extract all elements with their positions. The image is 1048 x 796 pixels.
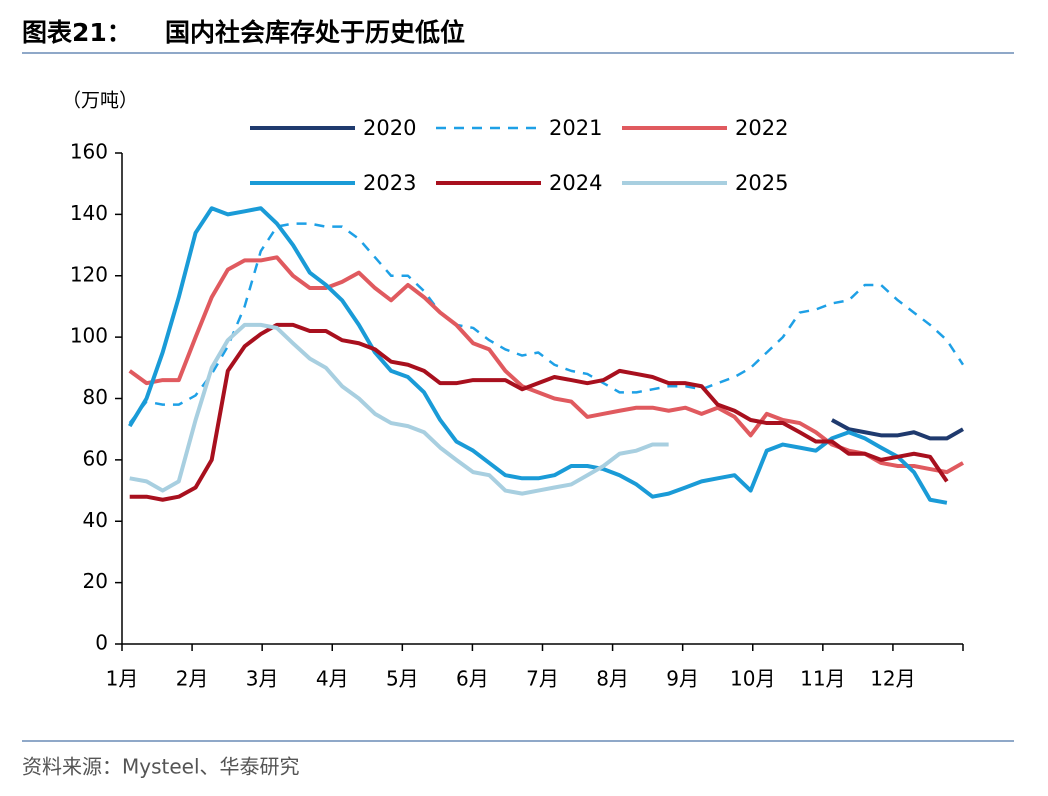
y-tick-label: 160 (70, 140, 108, 164)
x-tick-label: 4月 (316, 667, 349, 691)
x-tick-label: 3月 (246, 667, 279, 691)
legend-label: 2024 (549, 171, 602, 195)
y-tick-label: 140 (70, 201, 108, 225)
legend-label: 2022 (735, 116, 788, 140)
series-line (128, 255, 964, 475)
legend-label: 2025 (735, 171, 788, 195)
y-axis-label: （万吨） (62, 90, 138, 112)
y-tick-label: 120 (70, 262, 108, 286)
legend-label: 2020 (363, 116, 416, 140)
x-tick-label: 5月 (386, 667, 419, 691)
y-tick-label: 40 (83, 508, 108, 532)
x-tick-label: 8月 (596, 667, 629, 691)
y-tick-label: 20 (83, 569, 108, 593)
y-tick-label: 60 (83, 446, 108, 470)
chart-title: 国内社会库存处于历史低位 (165, 18, 465, 47)
y-tick-label: 100 (70, 324, 108, 348)
x-tick-label: 6月 (456, 667, 489, 691)
series-line (128, 206, 948, 505)
series-line (129, 322, 949, 502)
x-tick-label: 7月 (526, 667, 559, 691)
x-tick-label: 2月 (176, 667, 209, 691)
x-tick-label: 10月 (730, 667, 775, 691)
legend-label: 2021 (549, 116, 602, 140)
figure-label: 图表21： (22, 18, 132, 47)
series-line (830, 418, 964, 441)
legend-label: 2023 (363, 171, 416, 195)
x-tick-label: 9月 (666, 667, 699, 691)
y-tick-label: 0 (95, 631, 108, 655)
x-tick-label: 11月 (800, 667, 845, 691)
x-tick-label: 12月 (870, 667, 915, 691)
series-line (129, 322, 669, 496)
x-tick-label: 1月 (106, 667, 139, 691)
source-note: 资料来源：Mysteel、华泰研究 (22, 755, 300, 779)
y-tick-label: 80 (83, 385, 108, 409)
series-line (128, 222, 965, 424)
